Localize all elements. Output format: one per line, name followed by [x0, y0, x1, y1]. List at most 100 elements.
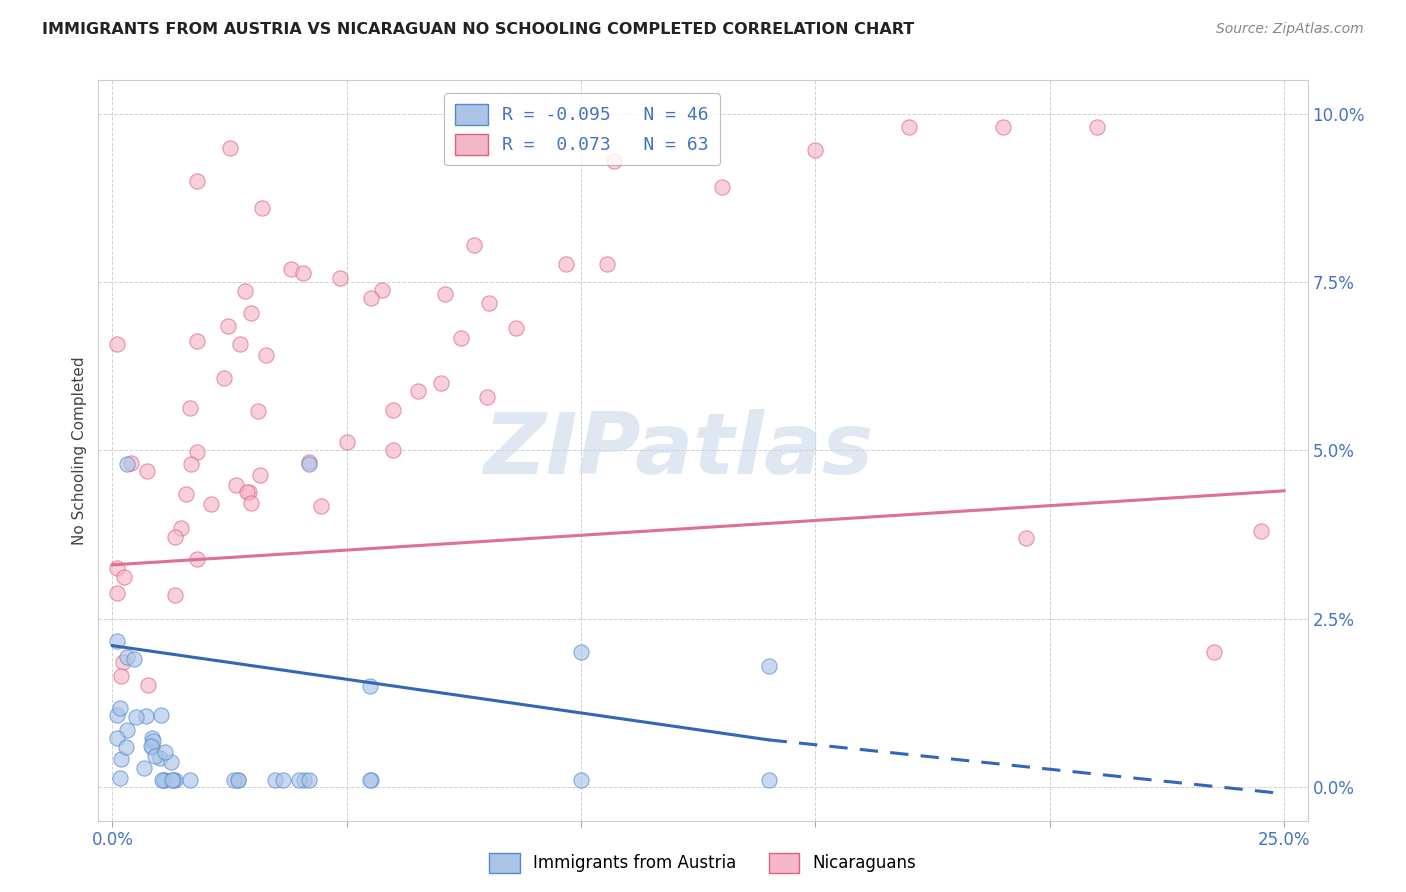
Point — [186, 445, 208, 459]
Point — [105, 708, 128, 723]
Point — [165, 530, 187, 544]
Point — [139, 739, 162, 753]
Point — [112, 655, 135, 669]
Legend: Immigrants from Austria, Nicaraguans: Immigrants from Austria, Nicaraguans — [482, 847, 924, 880]
Point — [132, 761, 155, 775]
Point — [141, 733, 163, 747]
Point — [163, 773, 186, 788]
Point — [138, 678, 160, 692]
Point — [1202, 645, 1225, 659]
Point — [359, 679, 381, 693]
Point — [226, 773, 249, 788]
Point — [115, 457, 138, 471]
Point — [246, 403, 269, 417]
Point — [292, 773, 315, 788]
Point — [360, 773, 382, 788]
Point — [758, 773, 780, 788]
Point — [236, 484, 259, 499]
Point — [254, 348, 277, 362]
Point — [224, 773, 246, 788]
Point — [371, 283, 394, 297]
Text: ZIPatlas: ZIPatlas — [484, 409, 875, 492]
Point — [408, 384, 430, 398]
Point — [214, 371, 236, 385]
Point — [217, 318, 239, 333]
Point — [165, 588, 187, 602]
Point — [200, 496, 222, 510]
Point — [186, 334, 208, 348]
Point — [758, 658, 780, 673]
Point — [160, 755, 183, 769]
Point — [143, 749, 166, 764]
Point — [804, 143, 827, 157]
Point — [271, 773, 294, 788]
Point — [226, 773, 249, 788]
Text: Source: ZipAtlas.com: Source: ZipAtlas.com — [1216, 22, 1364, 37]
Point — [382, 442, 405, 457]
Point — [359, 773, 381, 788]
Point — [298, 773, 321, 788]
Point — [434, 287, 457, 301]
Point — [249, 468, 271, 483]
Point — [179, 773, 201, 788]
Point — [309, 499, 332, 513]
Point — [153, 773, 176, 788]
Point — [105, 337, 128, 351]
Point — [179, 401, 201, 415]
Point — [117, 650, 139, 665]
Point — [141, 739, 163, 754]
Point — [240, 306, 263, 320]
Point — [150, 773, 173, 788]
Point — [360, 291, 382, 305]
Point — [110, 669, 132, 683]
Point — [229, 337, 252, 351]
Point — [108, 700, 131, 714]
Point — [108, 771, 131, 785]
Point — [160, 773, 183, 788]
Point — [429, 376, 451, 391]
Point — [149, 751, 172, 765]
Point — [141, 731, 163, 745]
Point — [1085, 120, 1108, 135]
Point — [450, 331, 472, 345]
Point — [120, 456, 142, 470]
Point — [1250, 524, 1272, 539]
Point — [252, 201, 274, 215]
Point — [218, 140, 240, 154]
Point — [298, 457, 321, 471]
Point — [153, 745, 176, 759]
Point — [110, 752, 132, 766]
Point — [149, 708, 172, 723]
Point — [991, 120, 1014, 135]
Point — [569, 645, 592, 659]
Point — [555, 257, 578, 271]
Point — [477, 390, 499, 404]
Point — [122, 652, 145, 666]
Point — [382, 403, 405, 417]
Point — [238, 485, 260, 500]
Point — [288, 773, 311, 788]
Point — [505, 321, 527, 335]
Point — [115, 723, 138, 738]
Point — [105, 561, 128, 575]
Point — [298, 455, 321, 469]
Point — [233, 285, 256, 299]
Point — [105, 731, 128, 746]
Point — [239, 495, 262, 509]
Point — [170, 521, 193, 535]
Point — [135, 709, 157, 723]
Point — [180, 457, 202, 471]
Point — [263, 773, 285, 788]
Point — [710, 180, 733, 194]
Point — [596, 257, 619, 271]
Point — [329, 271, 352, 285]
Y-axis label: No Schooling Completed: No Schooling Completed — [72, 356, 87, 545]
Point — [125, 710, 148, 724]
Point — [569, 773, 592, 788]
Point — [898, 120, 921, 135]
Point — [186, 552, 208, 566]
Point — [225, 478, 247, 492]
Point — [105, 585, 128, 599]
Text: IMMIGRANTS FROM AUSTRIA VS NICARAGUAN NO SCHOOLING COMPLETED CORRELATION CHART: IMMIGRANTS FROM AUSTRIA VS NICARAGUAN NO… — [42, 22, 914, 37]
Point — [186, 174, 208, 188]
